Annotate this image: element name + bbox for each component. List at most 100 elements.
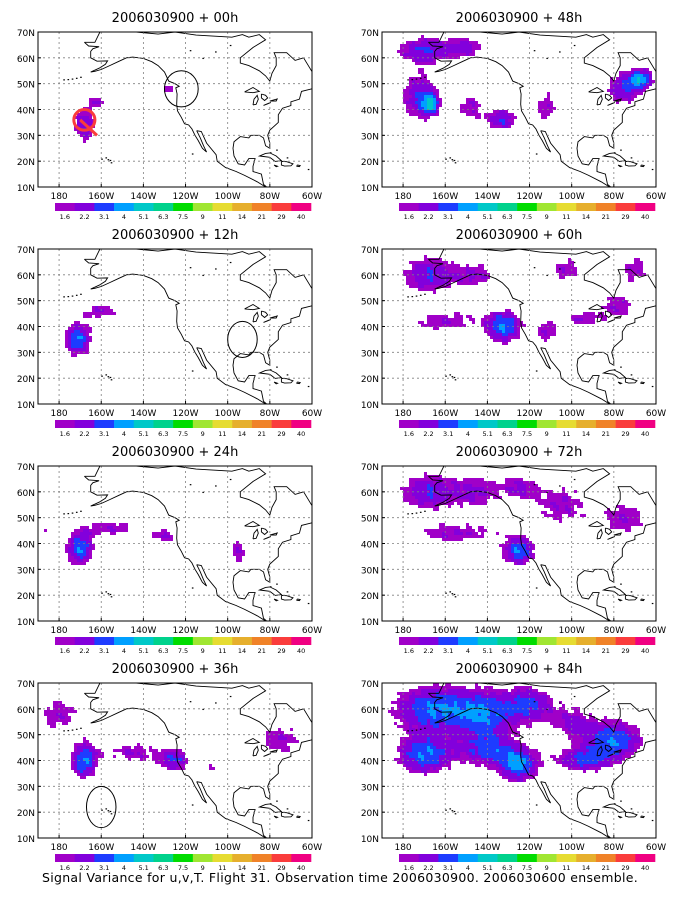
colorbar-swatch [477, 420, 498, 428]
variance-cell [487, 713, 490, 716]
variance-cell [445, 689, 448, 692]
variance-cell [77, 532, 80, 535]
variance-cell [71, 752, 74, 755]
colorbar-swatch [133, 637, 154, 645]
variance-cell [86, 327, 89, 330]
variance-cell [550, 324, 553, 327]
variance-cell [179, 752, 182, 755]
variance-cell [86, 532, 89, 535]
colorbar-swatch [153, 637, 174, 645]
variance-cell [460, 535, 463, 538]
variance-cell [415, 56, 418, 59]
coastline [540, 564, 611, 621]
variance-cell [436, 755, 439, 758]
variance-cell [475, 701, 478, 704]
variance-cell [592, 767, 595, 770]
island [191, 153, 194, 155]
variance-cell [553, 502, 556, 505]
variance-cell [619, 728, 622, 731]
variance-cell [517, 689, 520, 692]
variance-cell [442, 758, 445, 761]
variance-cell [80, 538, 83, 541]
lon-tick-label: 100W [559, 192, 585, 202]
variance-cell [430, 315, 433, 318]
variance-cell [68, 339, 71, 342]
island [63, 79, 65, 81]
variance-cell [517, 559, 520, 562]
variance-cell [469, 713, 472, 716]
variance-cell [80, 556, 83, 559]
lon-tick-label: 140W [130, 192, 156, 202]
variance-cell [77, 538, 80, 541]
variance-cell [104, 523, 107, 526]
variance-cell [436, 270, 439, 273]
variance-cell [637, 89, 640, 92]
variance-cell [523, 710, 526, 713]
variance-cell [628, 276, 631, 279]
variance-cell [499, 746, 502, 749]
variance-cell [475, 282, 478, 285]
variance-cell [95, 532, 98, 535]
variance-cell [95, 749, 98, 752]
variance-cell [511, 695, 514, 698]
variance-cell [179, 749, 182, 752]
variance-cell [469, 734, 472, 737]
variance-cell [451, 529, 454, 532]
variance-cell [424, 285, 427, 288]
variance-cell [448, 743, 451, 746]
variance-cell [520, 538, 523, 541]
variance-cell [637, 258, 640, 261]
variance-cell [508, 728, 511, 731]
variance-cell [496, 755, 499, 758]
coastlines [63, 249, 312, 404]
coastline [257, 152, 283, 162]
colorbar-swatch [212, 420, 233, 428]
variance-cell [433, 502, 436, 505]
variance-cell [526, 544, 529, 547]
variance-cell [290, 737, 293, 740]
variance-cell [418, 689, 421, 692]
variance-cell [529, 770, 532, 773]
variance-cell [412, 761, 415, 764]
variance-cell [430, 716, 433, 719]
variance-cell [53, 722, 56, 725]
variance-cell [580, 752, 583, 755]
colorbar-swatch [74, 854, 95, 862]
variance-cell [74, 535, 77, 538]
variance-cell [412, 764, 415, 767]
variance-cell [589, 767, 592, 770]
variance-cell [269, 746, 272, 749]
variance-cell [77, 541, 80, 544]
variance-cell [610, 303, 613, 306]
variance-cell [574, 758, 577, 761]
variance-cell [565, 264, 568, 267]
colorbar-label: 6.3 [158, 647, 168, 655]
variance-cell [134, 755, 137, 758]
variance-cell [586, 740, 589, 743]
variance-cell [433, 98, 436, 101]
variance-cell [646, 80, 649, 83]
variance-cell [448, 707, 451, 710]
variance-cell [508, 704, 511, 707]
variance-cell [586, 761, 589, 764]
variance-cell [101, 306, 104, 309]
variance-cell [559, 493, 562, 496]
variance-cell [236, 544, 239, 547]
variance-cell [412, 767, 415, 770]
colorbar-label: 4 [122, 647, 126, 655]
variance-cell [424, 279, 427, 282]
variance-cell [92, 526, 95, 529]
variance-cell [502, 342, 505, 345]
variance-cell [463, 279, 466, 282]
variance-cell [80, 116, 83, 119]
variance-cell [511, 556, 514, 559]
variance-cell [493, 336, 496, 339]
variance-cell [95, 104, 98, 107]
variance-cell [511, 559, 514, 562]
variance-cell [439, 740, 442, 743]
variance-cell [598, 752, 601, 755]
variance-cell [457, 282, 460, 285]
variance-cell [601, 728, 604, 731]
variance-cell [436, 728, 439, 731]
variance-cell [463, 686, 466, 689]
